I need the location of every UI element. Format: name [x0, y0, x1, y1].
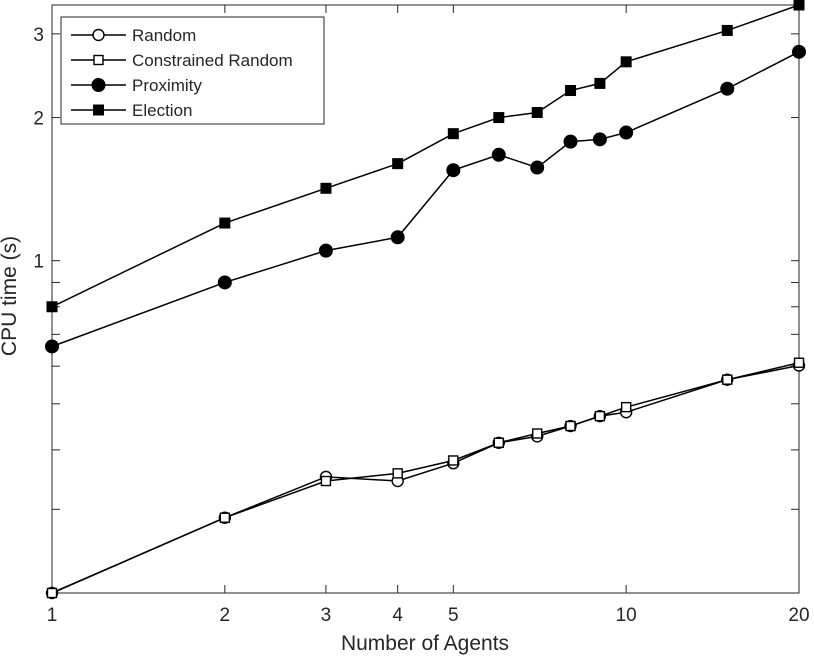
data-point-constrained-random	[219, 512, 231, 523]
x-tick-label: 10	[616, 605, 637, 626]
legend-marker-proximity	[91, 78, 106, 92]
axes: 1 2 3 4 5 10 20 1 2 3	[33, 4, 810, 626]
data-point-constrained-random	[493, 437, 504, 448]
data-point-constrained-random	[46, 587, 58, 599]
legend-item-election: Election	[71, 101, 192, 120]
data-point-election	[46, 301, 58, 313]
data-point-proximity	[446, 163, 461, 178]
legend-marker-election	[93, 104, 104, 116]
data-point-constrained-random	[594, 410, 606, 422]
x-tick-label: 2	[220, 605, 231, 626]
data-point-constrained-random	[620, 401, 632, 413]
data-point-constrained-random	[532, 428, 543, 439]
data-point-election	[594, 77, 606, 89]
legend-item-random: Random	[71, 26, 196, 45]
series-line-proximity	[51, 51, 800, 348]
legend-item-proximity: Proximity	[71, 76, 202, 95]
series-layer	[45, 0, 806, 600]
series-line-random	[51, 364, 800, 594]
y-tick-label: 3	[33, 25, 44, 46]
data-point-constrained-random	[320, 475, 332, 487]
data-point-election	[721, 24, 733, 36]
data-point-proximity	[619, 125, 634, 140]
series-line-constrained-random	[51, 362, 800, 594]
legend-marker-constrained-random	[93, 54, 104, 66]
series-line-election	[51, 4, 800, 308]
legend: Random Constrained Random Proximity Electio…	[60, 16, 325, 125]
data-point-proximity	[592, 132, 607, 147]
data-point-constrained-random	[793, 357, 805, 368]
x-tick-label: 4	[392, 605, 403, 626]
data-point-election	[793, 0, 805, 11]
data-point-constrained-random	[565, 420, 576, 432]
data-point-proximity	[792, 44, 806, 59]
x-axis-title: Number of Agents	[341, 632, 509, 655]
data-point-proximity	[530, 160, 545, 175]
data-point-proximity	[318, 243, 333, 258]
data-point-proximity	[390, 230, 405, 245]
data-point-proximity	[45, 339, 59, 354]
legend-marker-random	[92, 28, 105, 42]
legend-label-constrained-random: Constrained Random	[132, 51, 293, 70]
data-point-election	[320, 182, 332, 194]
legend-item-constrained-random: Constrained Random	[71, 51, 293, 70]
data-point-election	[565, 85, 577, 97]
x-tick-label: 20	[788, 605, 809, 626]
series-proximity	[45, 44, 806, 354]
data-point-proximity	[563, 134, 578, 149]
x-tick-label: 1	[47, 605, 58, 626]
data-point-proximity	[217, 275, 232, 290]
series-election	[46, 0, 805, 313]
series-constrained-random	[46, 357, 805, 599]
data-point-proximity	[720, 81, 735, 96]
legend-label-election: Election	[132, 101, 192, 120]
y-axis-title: CPU time (s)	[0, 236, 21, 356]
x-tick-label: 3	[321, 605, 332, 626]
data-point-election	[392, 158, 404, 170]
plot-frame	[51, 4, 800, 594]
data-point-election	[493, 112, 505, 124]
data-point-election	[447, 128, 459, 140]
y-tick-label: 1	[33, 252, 44, 273]
data-point-constrained-random	[722, 374, 733, 385]
legend-label-proximity: Proximity	[132, 76, 202, 95]
data-point-election	[531, 106, 543, 118]
y-tick-label: 2	[33, 109, 44, 130]
data-point-constrained-random	[448, 455, 459, 466]
data-point-constrained-random	[392, 468, 403, 479]
series-random	[45, 359, 806, 600]
data-point-proximity	[491, 147, 506, 162]
data-point-election	[620, 56, 632, 68]
legend-label-random: Random	[132, 26, 196, 45]
x-tick-label: 5	[448, 605, 459, 626]
data-point-election	[219, 217, 231, 229]
